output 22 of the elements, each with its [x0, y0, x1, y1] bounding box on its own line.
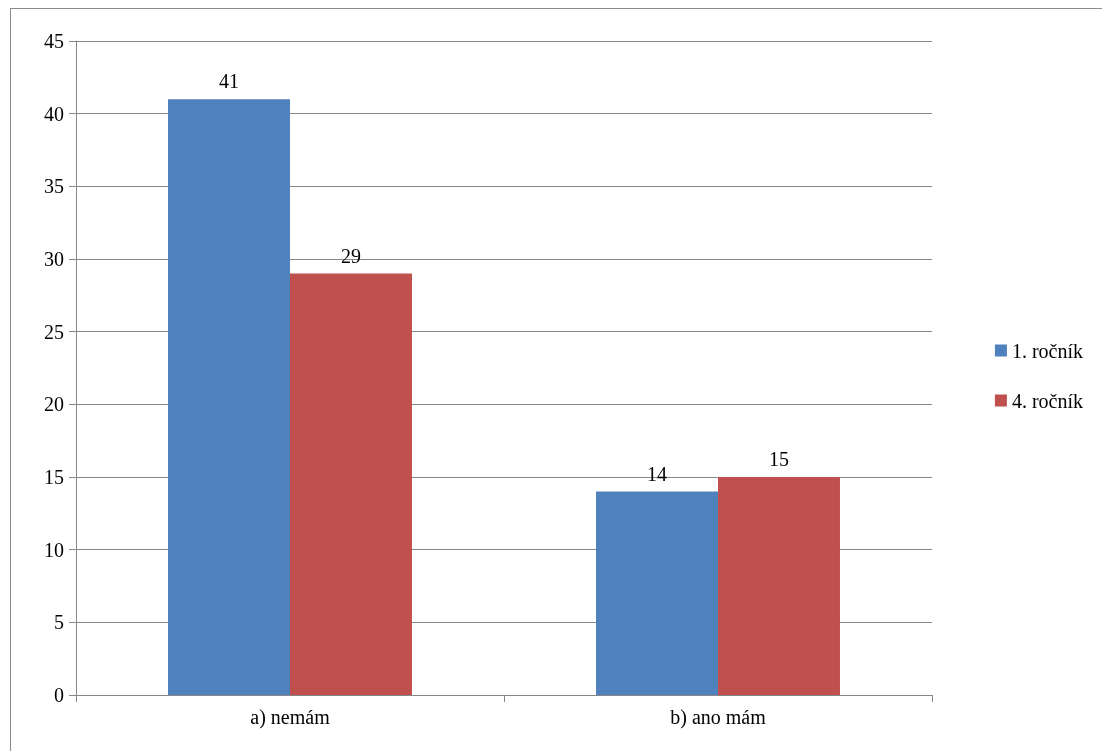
bar [596, 491, 718, 695]
data-label: 15 [768, 448, 789, 470]
y-tick-label: 45 [44, 30, 64, 52]
bar [718, 477, 840, 695]
x-tick-label: b) ano mám [670, 706, 767, 729]
data-label: 29 [340, 244, 361, 267]
y-tick-label: 25 [44, 320, 64, 343]
bar [168, 99, 290, 695]
y-tick-label: 40 [44, 102, 64, 125]
y-tick-label: 0 [54, 684, 64, 706]
y-tick-label: 35 [44, 175, 64, 198]
legend-label: 1. ročník [1011, 339, 1083, 362]
bar [290, 273, 412, 695]
data-label: 41 [219, 70, 240, 93]
y-tick-label: 5 [54, 611, 64, 634]
legend-label: 4. ročník [1011, 389, 1083, 412]
x-tick-label: a) nemám [250, 706, 331, 729]
y-tick-label: 20 [44, 393, 64, 416]
y-tick-label: 10 [44, 538, 64, 561]
y-tick-label: 30 [44, 248, 64, 270]
data-label: 14 [647, 462, 668, 485]
y-tick-label: 15 [44, 466, 64, 488]
